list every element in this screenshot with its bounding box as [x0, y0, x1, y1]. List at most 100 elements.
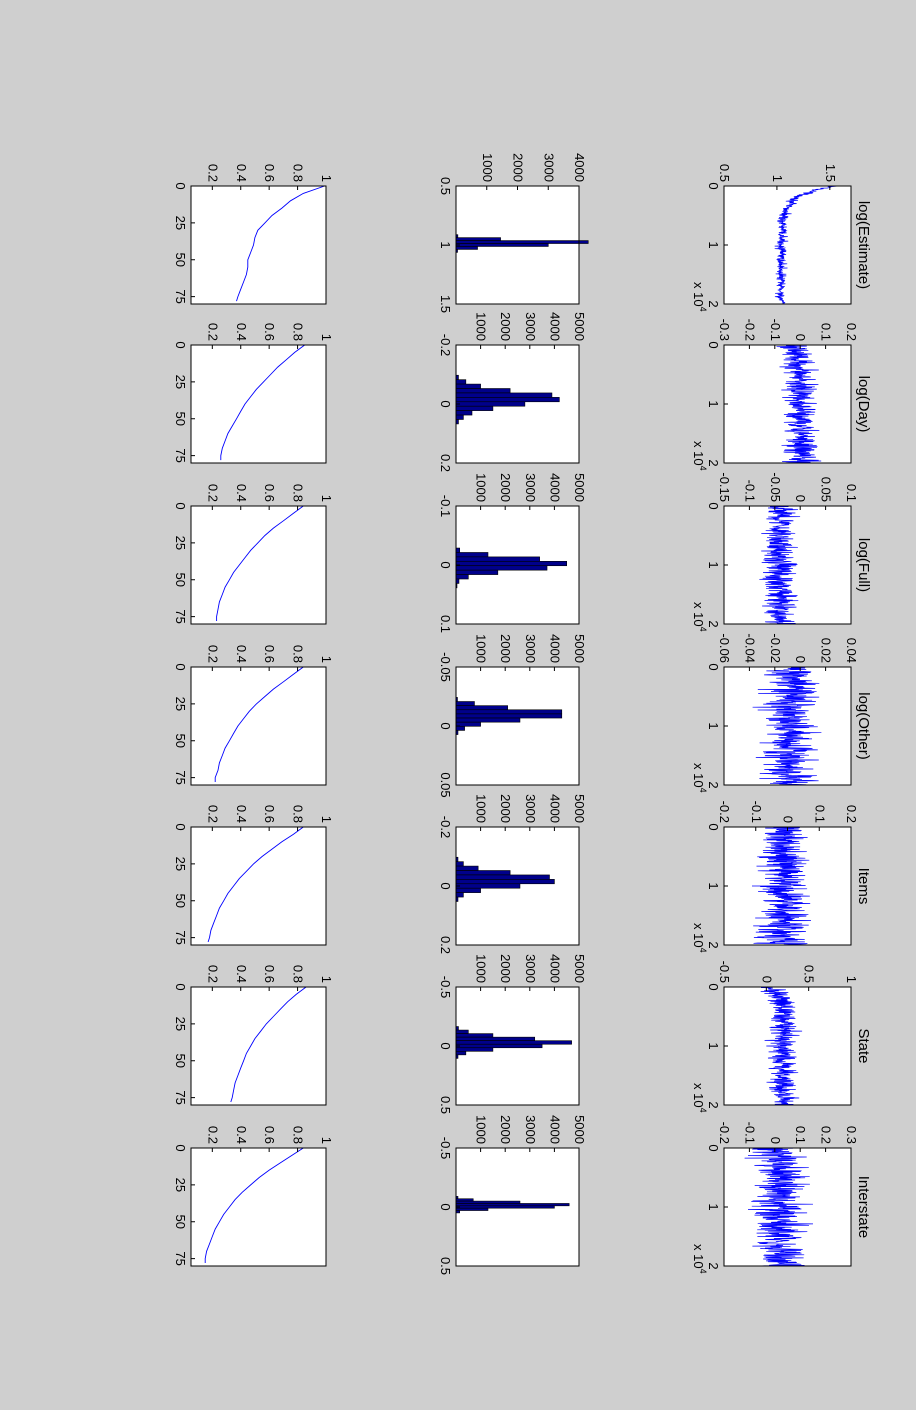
y-tick-label: 2000 — [511, 153, 526, 182]
x-tick-label: 50 — [173, 253, 188, 267]
y-tick-label: -0.2 — [717, 1122, 732, 1144]
y-tick-label: 5000 — [572, 473, 587, 502]
histogram-bar — [455, 414, 464, 420]
x-tick-label: 75 — [173, 1090, 188, 1104]
autocorr-axes-frame — [190, 986, 327, 1106]
x-tick-label: 0 — [173, 983, 188, 990]
y-tick-label: 0.4 — [234, 484, 249, 502]
histogram-bar — [455, 701, 475, 706]
y-tick-label: 0.8 — [291, 645, 306, 663]
y-tick-label: 0.8 — [291, 323, 306, 341]
y-tick-label: 3000 — [523, 954, 538, 983]
y-tick-label: 0.2 — [819, 1126, 834, 1144]
x-tick-label: 50 — [173, 894, 188, 908]
y-tick-label: 0.8 — [291, 965, 306, 983]
y-tick-label: 3000 — [523, 473, 538, 502]
x-tick-label: 75 — [173, 1251, 188, 1265]
y-tick-label: 5000 — [572, 1115, 587, 1144]
y-tick-label: 0.02 — [819, 638, 834, 663]
y-tick-label: 0.6 — [262, 805, 277, 823]
y-tick-label: 0.2 — [205, 805, 220, 823]
histogram-bar — [455, 874, 550, 880]
y-tick-label: 1000 — [474, 794, 489, 823]
x-multiplier-label: x 104 — [691, 1083, 708, 1113]
y-tick-label: -0.05 — [768, 472, 783, 502]
x-tick-label: 75 — [173, 930, 188, 944]
x-tick-label: 0 — [706, 182, 721, 189]
histogram-bar — [455, 556, 540, 562]
trace-axes-background — [724, 345, 851, 463]
x-tick-label: 0 — [438, 1203, 453, 1210]
trace-line — [776, 344, 822, 464]
histogram-bar — [455, 552, 489, 558]
histogram-bar — [455, 717, 521, 723]
y-tick-label: 1 — [319, 656, 334, 663]
trace-line — [759, 505, 801, 625]
histogram-bar — [455, 383, 481, 389]
x-tick-label: -0.1 — [438, 495, 453, 517]
histogram-bar — [455, 725, 465, 731]
trace-line — [774, 185, 839, 305]
y-tick-label: 0.04 — [844, 638, 859, 663]
x-tick-label: 25 — [173, 375, 188, 389]
histogram-bar — [455, 1207, 489, 1211]
y-tick-label: 4000 — [547, 954, 562, 983]
y-tick-label: 0 — [793, 656, 808, 663]
y-tick-label: 0.4 — [234, 645, 249, 663]
y-tick-label: 0.2 — [205, 484, 220, 502]
x-tick-label: 50 — [173, 412, 188, 426]
x-tick-label: 25 — [173, 857, 188, 871]
histogram-bar — [455, 1205, 555, 1209]
x-tick-label: 0.1 — [438, 615, 453, 633]
x-tick-label: 1 — [706, 241, 721, 248]
histogram-bar — [455, 1210, 460, 1214]
x-tick-label: 0 — [173, 1144, 188, 1151]
y-tick-label: 3000 — [541, 153, 556, 182]
autocorr-axes-background — [191, 345, 326, 463]
histogram-bar — [455, 237, 501, 241]
y-tick-label: 0.6 — [262, 1126, 277, 1144]
y-tick-label: 0.3 — [844, 1126, 859, 1144]
y-tick-label: 4000 — [547, 312, 562, 341]
histogram-bar — [455, 709, 563, 715]
x-tick-label: 0 — [438, 882, 453, 889]
x-tick-label: 0 — [706, 341, 721, 348]
autocorr-line — [236, 185, 325, 302]
y-tick-label: 0.4 — [234, 1126, 249, 1144]
histogram-bar — [455, 1029, 469, 1034]
y-tick-label: 0.6 — [262, 323, 277, 341]
y-tick-label: 1 — [319, 816, 334, 823]
histogram-bar — [455, 861, 464, 867]
y-tick-label: 3000 — [523, 1115, 538, 1144]
histogram-bar — [455, 883, 521, 889]
y-tick-label: 2000 — [498, 634, 513, 663]
x-multiplier-label: x 104 — [691, 602, 708, 632]
y-tick-label: 0.2 — [205, 645, 220, 663]
trace-axes-background — [724, 987, 851, 1105]
autocorr-axes-background — [191, 186, 326, 304]
histogram-bar — [455, 410, 473, 416]
y-tick-label: -0.1 — [749, 801, 764, 823]
y-tick-label: 1 — [319, 976, 334, 983]
y-tick-label: 1 — [319, 495, 334, 502]
y-tick-label: 1000 — [474, 1115, 489, 1144]
y-tick-label: 0.8 — [291, 805, 306, 823]
x-tick-label: 25 — [173, 697, 188, 711]
y-tick-label: 4000 — [572, 153, 587, 182]
x-tick-label: 1 — [438, 241, 453, 248]
y-tick-label: 5000 — [572, 954, 587, 983]
histogram-bar — [455, 547, 460, 553]
y-tick-label: -0.06 — [717, 633, 732, 663]
autocorr-axes-frame — [190, 344, 327, 464]
y-tick-label: 0.5 — [717, 164, 732, 182]
x-tick-label: 25 — [173, 1178, 188, 1192]
y-tick-label: -0.2 — [742, 319, 757, 341]
histogram-bar — [455, 892, 464, 898]
y-tick-label: 0 — [768, 1137, 783, 1144]
histogram-bar — [455, 1043, 543, 1049]
x-tick-label: 1 — [706, 882, 721, 889]
y-tick-label: 0.8 — [291, 164, 306, 182]
y-tick-label: 4000 — [547, 794, 562, 823]
y-tick-label: 5000 — [572, 312, 587, 341]
x-tick-label: 25 — [173, 216, 188, 230]
